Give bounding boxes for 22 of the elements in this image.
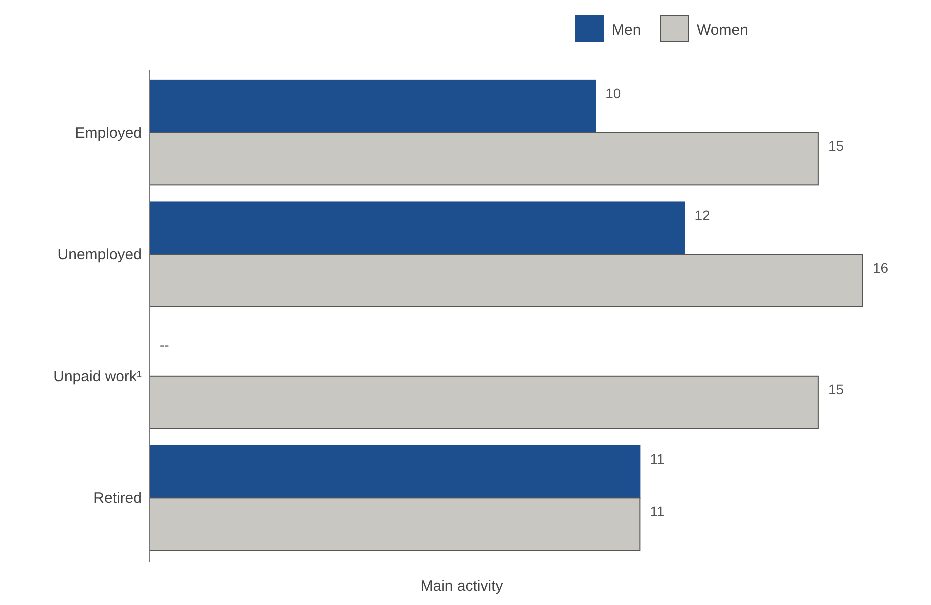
bar xyxy=(150,445,641,499)
bar xyxy=(150,132,819,186)
bar xyxy=(150,376,819,430)
y-tick-label: Unpaid work¹ xyxy=(54,368,142,386)
data-label: 15 xyxy=(828,382,844,398)
data-label: 16 xyxy=(873,260,889,276)
bar xyxy=(150,254,864,308)
bar xyxy=(150,498,641,552)
data-label: 15 xyxy=(828,138,844,154)
data-label: 12 xyxy=(694,207,711,224)
bar xyxy=(150,202,686,256)
bar xyxy=(150,80,596,134)
legend-label: Women xyxy=(697,22,748,39)
y-tick-label: Unemployed xyxy=(58,246,142,264)
x-axis-title: Main activity xyxy=(420,578,504,595)
data-label: 11 xyxy=(650,503,665,520)
legend-label: Men xyxy=(612,22,642,39)
y-tick-label: Employed xyxy=(75,124,142,142)
data-label: 11 xyxy=(650,451,665,468)
text: -- xyxy=(160,337,170,354)
y-tick-label: Retired xyxy=(94,490,142,508)
data-label: 10 xyxy=(606,86,622,102)
